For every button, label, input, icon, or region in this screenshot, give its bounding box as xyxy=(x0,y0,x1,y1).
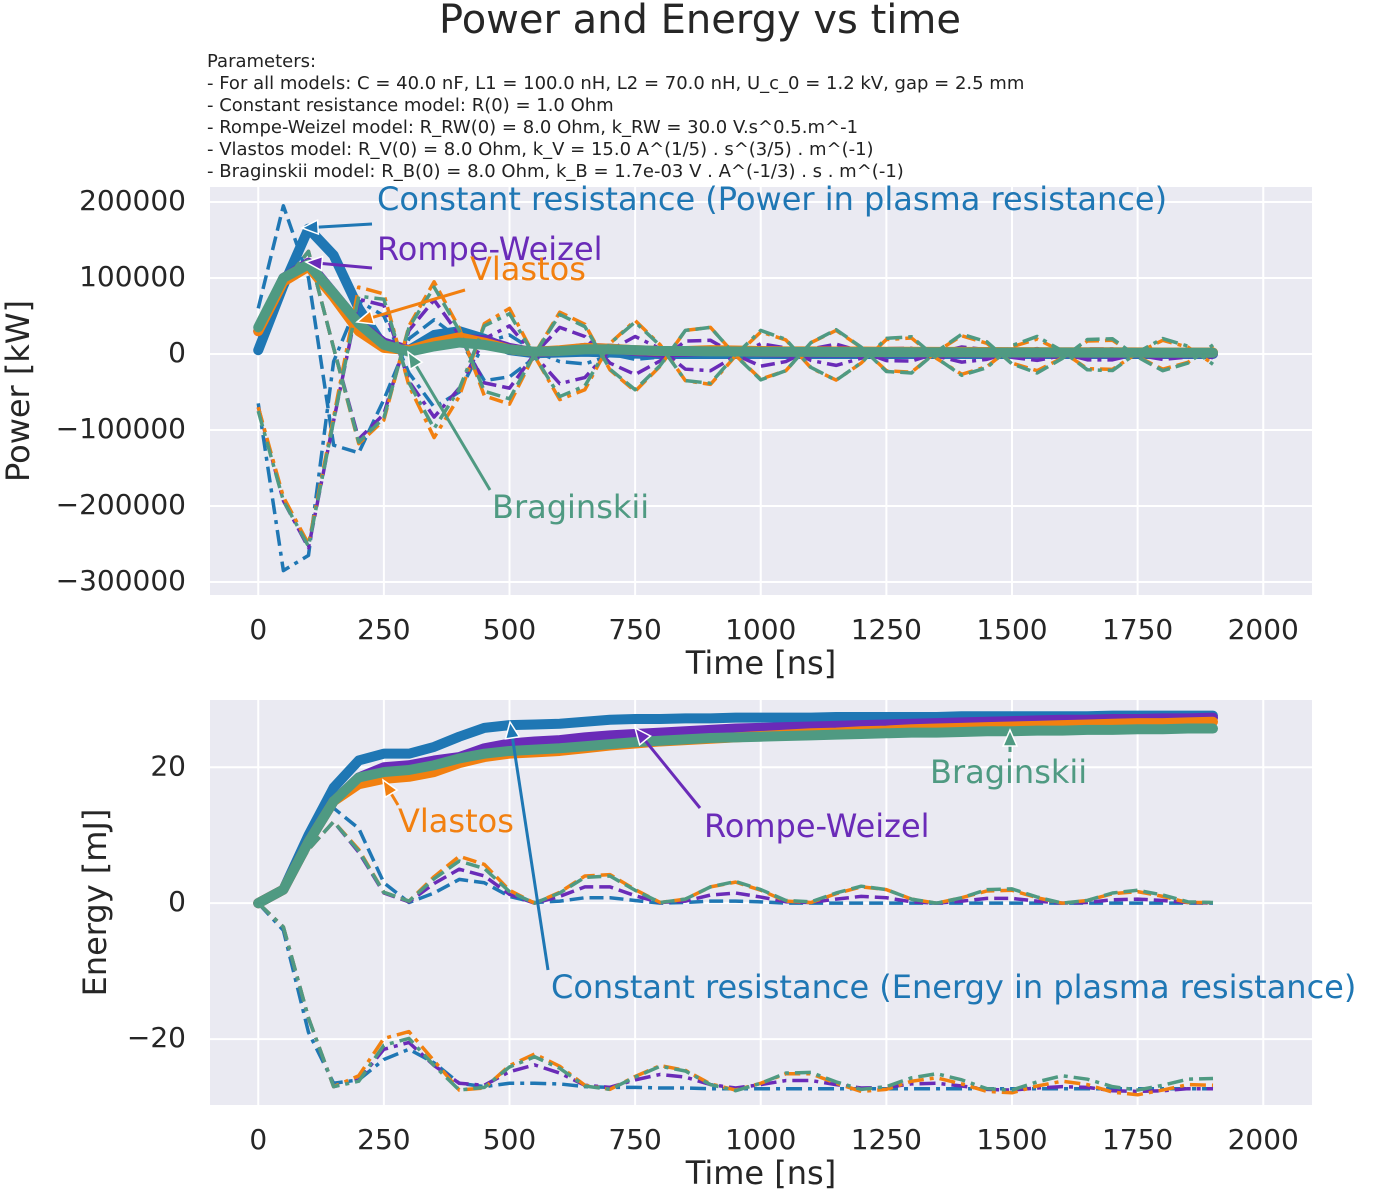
annotation: Braginskii xyxy=(930,753,1087,791)
series-line xyxy=(253,723,1219,909)
plot-area xyxy=(253,710,1219,1097)
x-tick-label: 1250 xyxy=(851,613,922,646)
y-tick-label: −100000 xyxy=(56,412,186,445)
parameter-line: - Braginskii model: R_B(0) = 8.0 Ohm, k_… xyxy=(207,161,904,182)
series-line xyxy=(256,249,1215,444)
y-axis-label: Energy [mJ] xyxy=(76,809,114,997)
x-tick-label: 1000 xyxy=(725,1123,796,1156)
annotation-arrowhead xyxy=(382,778,399,799)
x-tick-label: 1000 xyxy=(725,613,796,646)
annotation: Constant resistance (Energy in plasma re… xyxy=(551,968,1356,1006)
annotation: Vlastos xyxy=(398,802,514,840)
annotation: Vlastos xyxy=(470,250,586,288)
annotation: Braginskii xyxy=(492,488,649,526)
annotation-arrowhead xyxy=(407,350,424,371)
series-line xyxy=(257,901,1214,1093)
series-line xyxy=(257,819,1214,905)
x-tick-label: 2000 xyxy=(1228,1123,1299,1156)
parameter-line: - Vlastos model: R_V(0) = 8.0 Ohm, k_V =… xyxy=(207,139,874,160)
y-tick-label: 100000 xyxy=(79,260,186,293)
annotation-arrowhead xyxy=(355,309,376,326)
x-axis-label: Time [ns] xyxy=(685,1154,836,1192)
annotation-arrowhead xyxy=(304,255,324,272)
x-tick-label: 1500 xyxy=(976,1123,1047,1156)
x-tick-label: 1750 xyxy=(1102,1123,1173,1156)
y-tick-label: −300000 xyxy=(56,564,186,597)
series-line xyxy=(256,204,1214,455)
annotation-arrowhead xyxy=(633,726,652,747)
x-tick-label: 500 xyxy=(483,1123,536,1156)
y-tick-label: 200000 xyxy=(79,184,186,217)
y-tick-label: −200000 xyxy=(56,488,186,521)
x-tick-label: 250 xyxy=(357,613,410,646)
annotation-arrowhead xyxy=(504,720,521,740)
annotation: Rompe-Weizel xyxy=(377,230,603,268)
series-line xyxy=(256,294,1215,549)
x-tick-label: 0 xyxy=(249,1123,267,1156)
annotation-arrowhead xyxy=(300,218,320,236)
annotation-arrow xyxy=(510,737,550,971)
x-tick-label: 1750 xyxy=(1102,613,1173,646)
x-tick-label: 250 xyxy=(357,1123,410,1156)
series-line xyxy=(257,901,1214,1094)
parameter-line: Parameters: xyxy=(207,51,316,72)
x-tick-label: 1250 xyxy=(851,1123,922,1156)
x-tick-label: 750 xyxy=(608,613,661,646)
x-tick-label: 2000 xyxy=(1228,613,1299,646)
annotation: Rompe-Weizel xyxy=(704,807,930,845)
series-line xyxy=(257,806,1214,905)
figure-title: Power and Energy vs time xyxy=(439,0,961,43)
y-tick-label: 0 xyxy=(168,336,186,369)
y-tick-label: −20 xyxy=(127,1021,186,1054)
plot-area xyxy=(253,204,1219,573)
annotation-arrow xyxy=(371,288,466,319)
annotation-arrow xyxy=(317,222,373,229)
y-axis-label: Power [kW] xyxy=(0,300,37,482)
parameter-line: - Rompe-Weizel model: R_RW(0) = 8.0 Ohm,… xyxy=(207,117,858,138)
y-tick-label: 20 xyxy=(150,749,186,782)
parameter-line: - Constant resistance model: R(0) = 1.0 … xyxy=(207,95,614,116)
x-tick-label: 0 xyxy=(249,613,267,646)
annotation-arrow xyxy=(321,261,373,270)
x-tick-label: 500 xyxy=(483,613,536,646)
annotation: Constant resistance (Power in plasma res… xyxy=(377,180,1167,218)
y-tick-label: 0 xyxy=(168,885,186,918)
annotation-arrowhead xyxy=(1001,728,1019,747)
annotation-arrow xyxy=(389,792,400,806)
x-axis-label: Time [ns] xyxy=(685,644,836,682)
series-line xyxy=(253,259,1219,358)
x-tick-label: 1500 xyxy=(976,613,1047,646)
annotation-arrow xyxy=(643,739,702,809)
annotation-arrow xyxy=(414,364,492,491)
x-tick-label: 750 xyxy=(608,1123,661,1156)
parameter-line: - For all models: C = 40.0 nF, L1 = 100.… xyxy=(207,73,1024,94)
